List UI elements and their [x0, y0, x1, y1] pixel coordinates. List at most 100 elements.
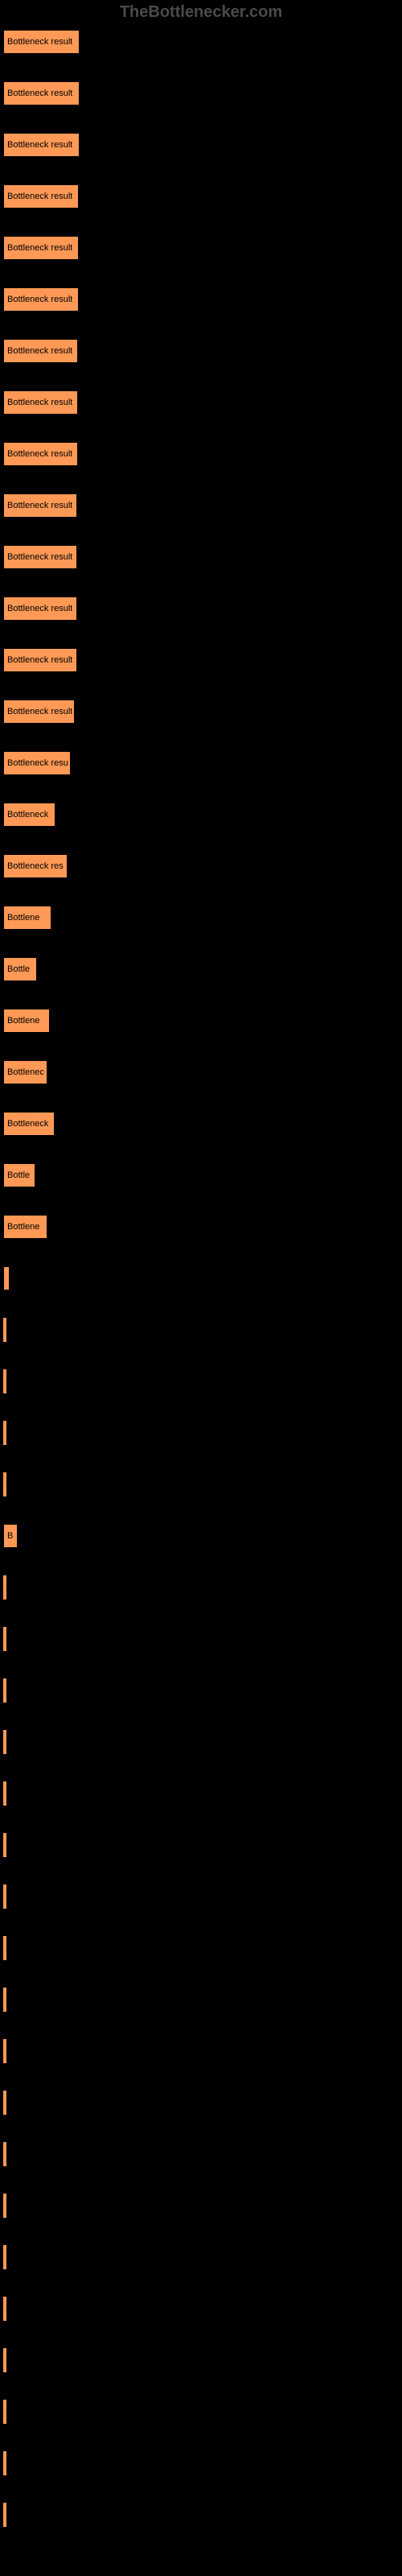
bar-row: Bottlene: [3, 1009, 402, 1033]
bar-row: Bottleneck result: [3, 442, 402, 466]
bar: Bottlene: [3, 1009, 50, 1033]
bar: [3, 2503, 6, 2527]
bar-row: [3, 1936, 402, 1960]
bar-row: [3, 1369, 402, 1393]
bar-row: Bottleneck result: [3, 493, 402, 518]
bar-label: Bottleneck result: [7, 501, 72, 510]
bar: [3, 1936, 6, 1960]
bar: Bottleneck result: [3, 287, 79, 312]
bar-row: [3, 2142, 402, 2166]
site-title: TheBottlenecker.com: [120, 3, 282, 21]
bar-label: Bottleneck result: [7, 655, 72, 665]
bar: Bottleneck result: [3, 700, 75, 724]
bar: Bottleneck result: [3, 30, 80, 54]
bar: [3, 2297, 6, 2321]
bar-row: Bottleneck result: [3, 133, 402, 157]
bar-row: Bottleneck result: [3, 648, 402, 672]
bar: Bottleneck result: [3, 133, 80, 157]
bar: [3, 1781, 6, 1806]
bar: B: [3, 1524, 18, 1548]
bar-row: Bottle: [3, 1163, 402, 1187]
bar: Bottleneck result: [3, 390, 78, 415]
bar: Bottlene: [3, 906, 51, 930]
bar-row: [3, 1421, 402, 1445]
bar-row: Bottlene: [3, 1215, 402, 1239]
bar: [3, 2400, 6, 2424]
bar: [3, 1885, 6, 1909]
bar-row: [3, 1472, 402, 1496]
bar: Bottleneck result: [3, 545, 77, 569]
bar-row: [3, 1678, 402, 1703]
page-header: TheBottlenecker.com: [0, 0, 402, 22]
bar: [3, 1318, 6, 1342]
bar-row: Bottleneck resu: [3, 751, 402, 775]
bar: [3, 2194, 6, 2218]
bar: [3, 1575, 6, 1600]
bar: Bottle: [3, 957, 37, 981]
bar: Bottleneck: [3, 1112, 55, 1136]
bar-label: Bottlene: [7, 913, 39, 923]
bottleneck-chart: Bottleneck result Bottleneck result Bottle…: [0, 22, 402, 2527]
bar: [3, 1627, 6, 1651]
bar-row: [3, 2245, 402, 2269]
bar-label: Bottleneck resu: [7, 758, 68, 768]
bar: Bottleneck: [3, 803, 55, 827]
bar-row: [3, 1627, 402, 1651]
bar: Bottleneck resu: [3, 751, 71, 775]
bar: Bottleneck res: [3, 854, 68, 878]
bar-row: Bottlenec: [3, 1060, 402, 1084]
bar: [3, 1421, 6, 1445]
bar-row: [3, 2039, 402, 2063]
bar: [3, 2451, 6, 2475]
bar-label: B: [7, 1531, 13, 1541]
bar-label: Bottleneck result: [7, 37, 72, 47]
bar-label: Bottleneck result: [7, 449, 72, 459]
bar-row: Bottleneck: [3, 1112, 402, 1136]
bar-row: [3, 1575, 402, 1600]
bar-row: [3, 2503, 402, 2527]
bar-row: Bottleneck result: [3, 30, 402, 54]
bar-row: Bottleneck result: [3, 287, 402, 312]
bar-label: Bottle: [7, 964, 30, 974]
bar: [3, 2142, 6, 2166]
bar-row: Bottleneck result: [3, 184, 402, 208]
bar-row: Bottlene: [3, 906, 402, 930]
bar-label: Bottleneck result: [7, 398, 72, 407]
bar-label: Bottle: [7, 1170, 30, 1180]
bar-row: Bottle: [3, 957, 402, 981]
bar-label: Bottleneck result: [7, 604, 72, 613]
bar-label: Bottleneck result: [7, 295, 72, 304]
bar: [3, 1730, 6, 1754]
bar-row: [3, 1318, 402, 1342]
bar-label: Bottleneck result: [7, 192, 72, 201]
bar: Bottleneck result: [3, 339, 78, 363]
bar-label: Bottlene: [7, 1016, 39, 1026]
bar-label: Bottleneck result: [7, 346, 72, 356]
bar-label: Bottleneck result: [7, 243, 72, 253]
bar-label: Bottleneck result: [7, 140, 72, 150]
bar-row: [3, 2348, 402, 2372]
bar-row: Bottleneck result: [3, 81, 402, 105]
bar-row: Bottleneck result: [3, 597, 402, 621]
bar: Bottleneck result: [3, 184, 79, 208]
bar-label: Bottleneck result: [7, 89, 72, 98]
bar-row: Bottleneck res: [3, 854, 402, 878]
bar-label: Bottleneck res: [7, 861, 64, 871]
bar-label: Bottlene: [7, 1222, 39, 1232]
bar: Bottleneck result: [3, 493, 77, 518]
bar: [3, 1833, 6, 1857]
bar: [3, 1988, 6, 2012]
bar-label: Bottleneck: [7, 1119, 48, 1129]
bar: [3, 2039, 6, 2063]
bar-row: Bottleneck result: [3, 390, 402, 415]
bar-row: [3, 1266, 402, 1290]
bar-row: [3, 2091, 402, 2115]
bar: Bottleneck result: [3, 236, 79, 260]
bar-row: Bottleneck: [3, 803, 402, 827]
bar: [3, 1678, 6, 1703]
bar-row: B: [3, 1524, 402, 1548]
bar-row: [3, 2297, 402, 2321]
bar: Bottleneck result: [3, 81, 80, 105]
bar-row: Bottleneck result: [3, 700, 402, 724]
bar-row: Bottleneck result: [3, 236, 402, 260]
